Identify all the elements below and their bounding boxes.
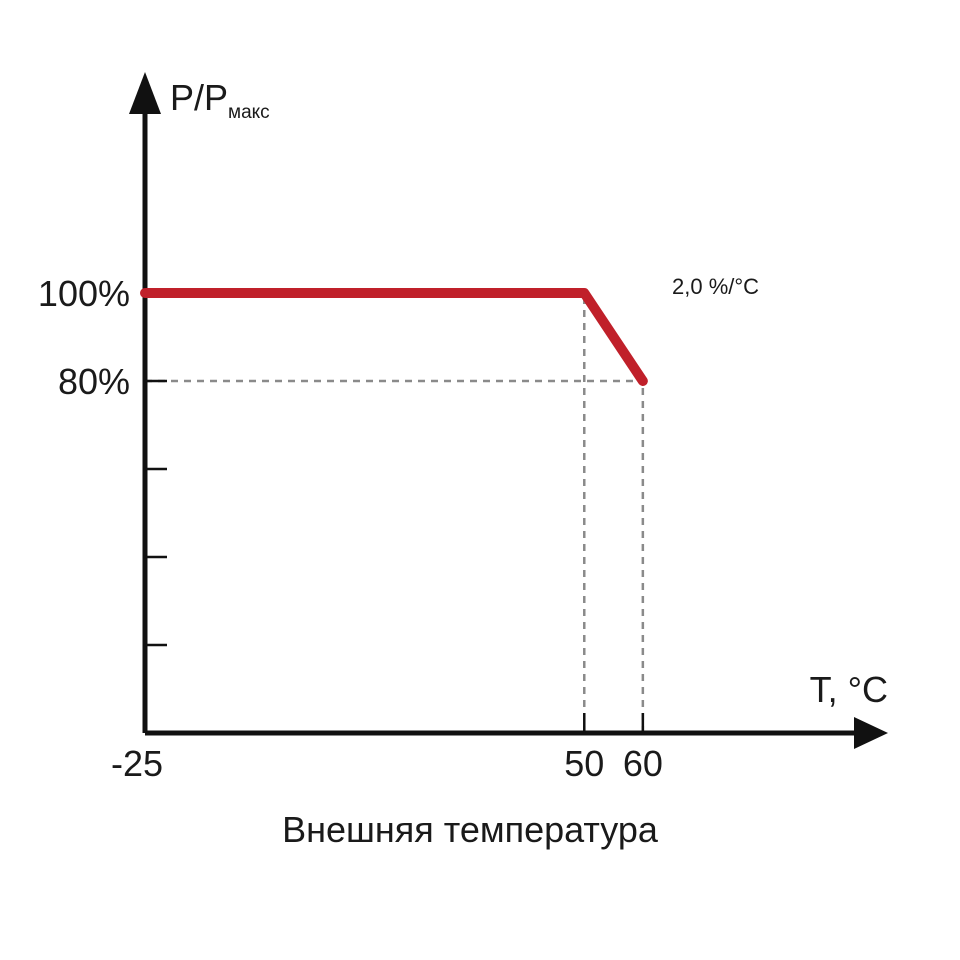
y-tick-label-0: 100%: [38, 273, 130, 314]
series-line-0: [140, 288, 648, 386]
y-axis-title-subscript: макс: [228, 102, 270, 123]
slope-annotation: 2,0 %/°C: [672, 274, 759, 299]
series-group: [140, 288, 648, 386]
y-axis-arrow: [129, 72, 161, 114]
x-tick-label-1: 50: [564, 743, 604, 784]
guide-lines: [145, 293, 645, 733]
x-tick-label-2: 60: [623, 743, 663, 784]
x-tick-label-0: -25: [111, 743, 163, 784]
x-axis-title: Внешняя температура: [282, 809, 659, 850]
y-axis-title: P/Pмакс: [170, 77, 270, 123]
y-axis-title-main: P/P: [170, 77, 228, 118]
x-axis-unit-label: T, °C: [810, 669, 888, 710]
tick-labels: 100% 80% -25 50 60: [38, 273, 663, 784]
y-tick-label-1: 80%: [58, 361, 130, 402]
axes: [129, 72, 888, 749]
x-axis-arrow: [854, 717, 888, 749]
